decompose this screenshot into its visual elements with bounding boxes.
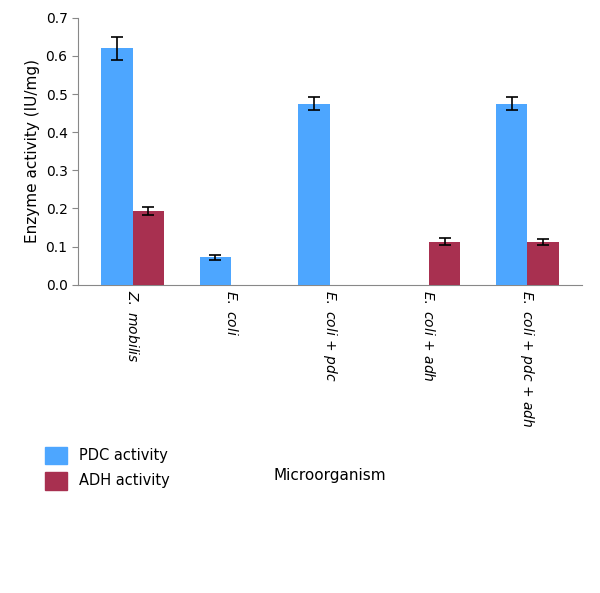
Bar [133, 211, 164, 285]
Bar [429, 241, 460, 285]
Bar [101, 48, 133, 285]
Y-axis label: Enzyme activity (IU/mg): Enzyme activity (IU/mg) [25, 59, 40, 243]
Bar [496, 104, 527, 285]
Bar [298, 104, 330, 285]
Legend: PDC activity, ADH activity: PDC activity, ADH activity [45, 447, 169, 490]
Text: Microorganism: Microorganism [274, 468, 386, 483]
Bar [527, 241, 559, 285]
Bar [200, 257, 231, 285]
